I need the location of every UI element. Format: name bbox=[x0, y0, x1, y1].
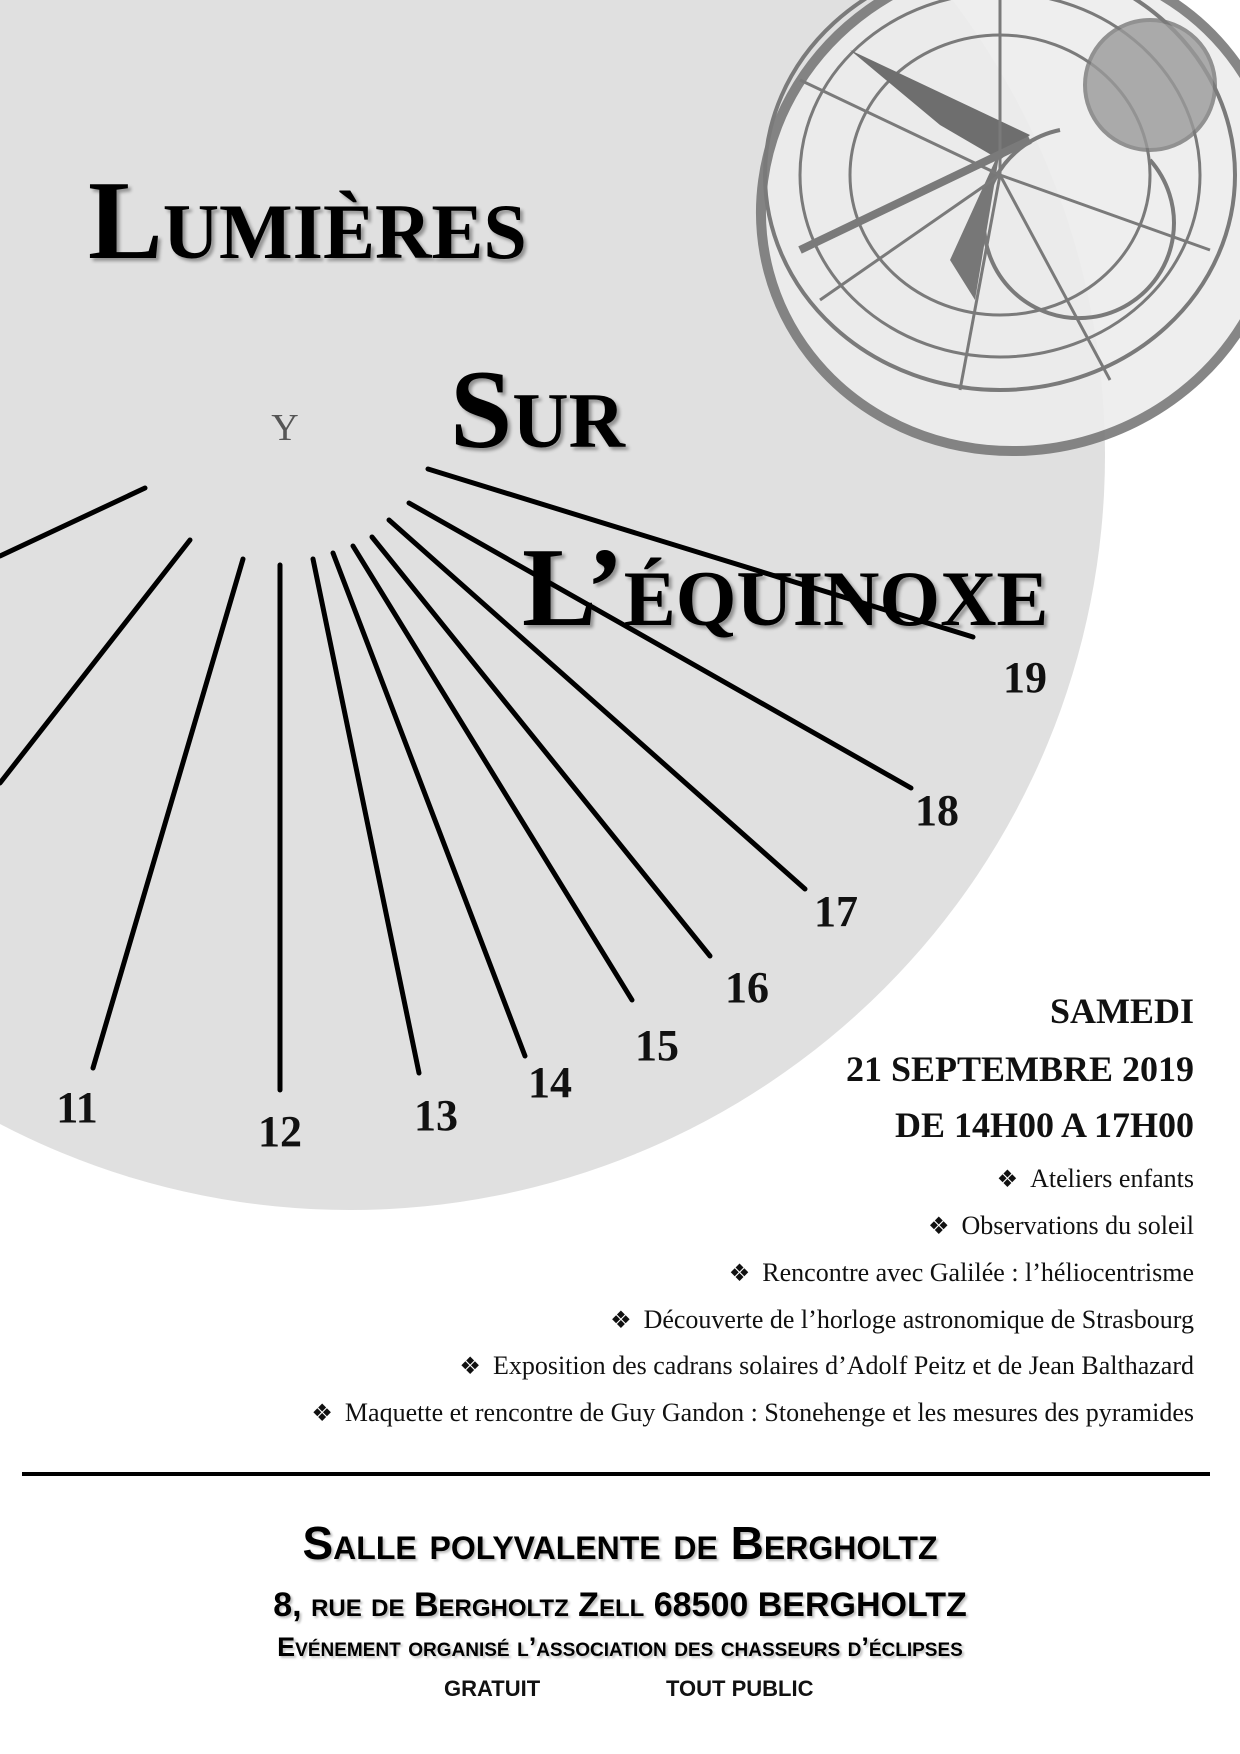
venue-address: 8, rue de Bergholtz Zell 68500 BERGHOLTZ bbox=[273, 1586, 967, 1624]
organizer: Evénement organisé l’association des cha… bbox=[277, 1632, 963, 1662]
title-line-3: L’équinoxe bbox=[522, 526, 1049, 650]
hour-label-15: 15 bbox=[635, 1021, 679, 1070]
title-line-2: Sur bbox=[450, 348, 625, 472]
activity-text: Ateliers enfants bbox=[1030, 1164, 1194, 1193]
activity-text: Maquette et rencontre de Guy Gandon : St… bbox=[344, 1398, 1194, 1427]
hour-line bbox=[0, 485, 148, 559]
event-day: SAMEDI bbox=[1049, 991, 1194, 1031]
diamond-bullet-icon: ❖ bbox=[610, 1308, 632, 1334]
audience-label: TOUT PUBLIC bbox=[666, 1676, 814, 1701]
pocket-sundial-drawing-icon bbox=[755, 0, 1240, 457]
activity-text: Exposition des cadrans solaires d’Adolf … bbox=[492, 1351, 1194, 1380]
divider bbox=[22, 1472, 1210, 1476]
equinox-marker: Y bbox=[271, 407, 298, 449]
event-time: DE 14H00 A 17H00 bbox=[894, 1105, 1194, 1145]
activity-text: Observations du soleil bbox=[961, 1211, 1194, 1240]
hour-line-17 bbox=[386, 517, 808, 892]
hour-line-15 bbox=[350, 543, 635, 1003]
hour-label-19: 19 bbox=[1003, 653, 1047, 702]
hour-label-11: 11 bbox=[56, 1083, 98, 1132]
hour-label-16: 16 bbox=[725, 963, 769, 1012]
hour-line-13 bbox=[310, 556, 422, 1076]
diamond-bullet-icon: ❖ bbox=[311, 1401, 333, 1427]
hour-label-17: 17 bbox=[814, 887, 858, 936]
hour-label-12: 12 bbox=[258, 1107, 302, 1156]
event-date: 21 SEPTEMBRE 2019 bbox=[845, 1049, 1194, 1089]
hour-line-18 bbox=[406, 500, 914, 791]
activity-item: ❖ Ateliers enfants bbox=[996, 1164, 1194, 1193]
hour-line-19 bbox=[425, 466, 976, 640]
hour-label-13: 13 bbox=[414, 1091, 458, 1140]
hour-line-14 bbox=[330, 550, 528, 1059]
activity-item: ❖ Observations du soleil bbox=[927, 1211, 1194, 1240]
activity-item: ❖ Rencontre avec Galilée : l’héliocentris… bbox=[728, 1258, 1194, 1287]
activity-item: ❖ Exposition des cadrans solaires d’Adolf… bbox=[459, 1351, 1194, 1380]
diamond-bullet-icon: ❖ bbox=[728, 1261, 751, 1287]
diamond-bullet-icon: ❖ bbox=[996, 1167, 1019, 1193]
hour-lines bbox=[0, 466, 976, 1093]
hour-label-14: 14 bbox=[528, 1058, 572, 1107]
diamond-bullet-icon: ❖ bbox=[459, 1354, 481, 1380]
venue-name: Salle polyvalente de Bergholtz bbox=[302, 1517, 938, 1569]
hour-line-11 bbox=[90, 556, 246, 1071]
hour-label-18: 18 bbox=[915, 786, 959, 835]
activity-text: Découverte de l’horloge astronomique de … bbox=[643, 1305, 1194, 1334]
hour-line-16 bbox=[369, 534, 713, 959]
price-label: GRATUIT bbox=[444, 1676, 541, 1701]
activity-text: Rencontre avec Galilée : l’héliocentrism… bbox=[762, 1258, 1194, 1287]
activity-item: ❖ Maquette et rencontre de Guy Gandon : S… bbox=[311, 1398, 1194, 1427]
title-line-1: Lumières bbox=[88, 159, 527, 283]
hour-line bbox=[0, 537, 193, 786]
activity-item: ❖ Découverte de l’horloge astronomique de… bbox=[610, 1305, 1194, 1334]
diamond-bullet-icon: ❖ bbox=[927, 1214, 950, 1240]
